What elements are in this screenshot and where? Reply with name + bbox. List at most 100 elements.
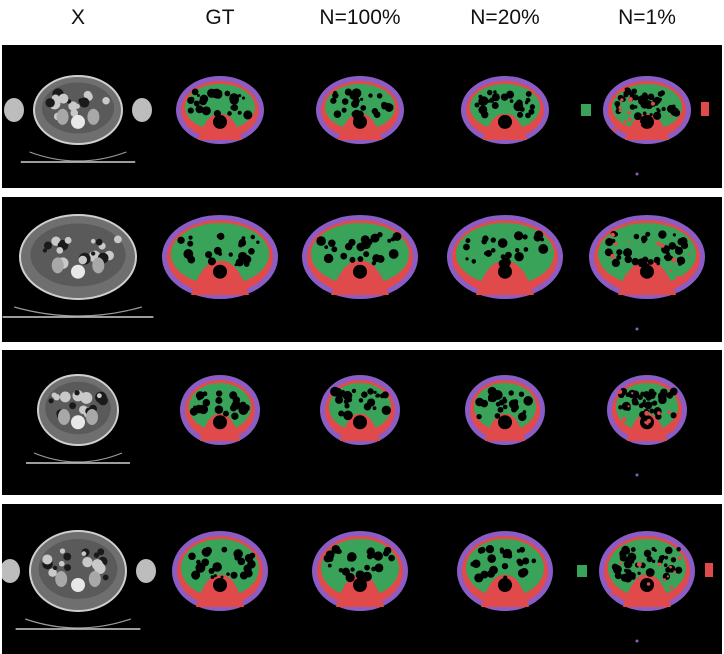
mask-visceral-fat [311, 223, 409, 285]
mask-arm-artifact [577, 565, 587, 577]
mask-bowel-void [616, 249, 623, 256]
mask-bowel-void [387, 106, 392, 111]
ct-bowel-gas [93, 552, 100, 558]
row-1-svg [4, 75, 709, 176]
row-panel-1 [2, 45, 722, 188]
mask-bowel-void [214, 405, 224, 414]
mask-noise-speck [627, 117, 632, 122]
mask-noise-speck [678, 89, 681, 92]
mask-bowel-void [191, 409, 197, 416]
mask-bowel-void [371, 107, 379, 115]
mask-bowel-void [657, 109, 661, 113]
segmentation-mask-n20 [457, 531, 553, 611]
mask-bowel-void [506, 90, 515, 99]
mask-bowel-void [216, 390, 223, 397]
ct-bowel-gas [48, 568, 57, 577]
mask-bowel-void [481, 111, 489, 119]
mask-bowel-void [646, 556, 653, 563]
mask-bowel-void [642, 414, 647, 419]
mask-bowel-void [361, 391, 368, 398]
mask-bowel-void [615, 105, 620, 109]
mask-bowel-void [663, 563, 668, 568]
mask-bowel-void [643, 549, 652, 558]
mask-bowel-void [479, 546, 486, 554]
mask-bowel-void [237, 110, 242, 115]
mask-vertebra-void [640, 578, 654, 592]
mask-bowel-void [371, 261, 376, 266]
mask-bowel-void [465, 238, 471, 244]
segmentation-mask-n1 [577, 531, 713, 643]
mask-bowel-void [519, 546, 525, 553]
ct-bowel-gas [59, 548, 66, 554]
mask-bowel-void [668, 242, 677, 250]
mask-bowel-void [470, 561, 476, 567]
mask-bowel-void [517, 111, 524, 118]
mask-noise-speck [627, 405, 630, 408]
mask-bowel-void [207, 88, 217, 98]
ct-bowel-gas [95, 238, 103, 246]
mask-bowel-void [241, 96, 246, 100]
mask-bowel-void [651, 546, 656, 552]
mask-bowel-void [323, 253, 334, 264]
mask-noise-speck [631, 392, 634, 395]
mask-bowel-void [327, 563, 332, 568]
mask-bowel-void [647, 93, 655, 101]
ct-right-arm [132, 98, 152, 122]
mask-bowel-void [220, 575, 224, 579]
mask-bowel-void [624, 255, 633, 264]
mask-arm-artifact [705, 563, 713, 577]
ct-right-kidney [92, 257, 105, 274]
mask-vertebra-void [640, 264, 654, 279]
mask-bowel-void [631, 88, 638, 95]
mask-bowel-void [653, 111, 662, 120]
mask-noise-speck [660, 243, 665, 248]
mask-bowel-void [212, 562, 222, 572]
mask-bowel-void [366, 238, 373, 245]
mask-bowel-void [256, 240, 260, 244]
ct-bowel-gas [91, 559, 103, 571]
column-header-row: X GT N=100% N=20% N=1% [0, 0, 724, 40]
mask-bowel-void [196, 93, 200, 98]
mask-bowel-void [646, 404, 651, 408]
ct-table-curve [29, 151, 127, 162]
mask-bowel-void [491, 102, 499, 109]
mask-bowel-void [349, 92, 358, 100]
mask-bowel-void [529, 104, 536, 110]
ct-vertebra [71, 114, 85, 129]
mask-noise-speck [646, 582, 651, 586]
column-label-n1: N=1% [618, 6, 676, 29]
mask-bowel-void [347, 555, 354, 562]
ct-left-kidney [51, 257, 64, 274]
mask-bowel-void [633, 233, 640, 240]
mask-bowel-void [248, 248, 255, 255]
mask-bowel-void [374, 563, 384, 573]
mask-bowel-void [525, 112, 531, 119]
ct-bowel-gas [59, 391, 71, 403]
mask-bowel-void [611, 563, 619, 571]
mask-vertebra-void [213, 415, 227, 430]
mask-vertebra-void [498, 264, 512, 279]
mask-bowel-void [192, 573, 199, 580]
mask-bowel-void [478, 96, 489, 106]
ct-bowel-gas [51, 392, 57, 398]
mask-bowel-void [505, 251, 512, 259]
mask-bowel-void [517, 412, 527, 421]
mask-bowel-void [222, 410, 229, 417]
mask-bowel-void [614, 572, 622, 580]
mask-noise-speck [621, 417, 627, 422]
mask-bowel-void [631, 257, 639, 266]
mask-bowel-void [341, 107, 347, 113]
mask-bowel-void [373, 390, 377, 394]
mask-visceral-fat [470, 84, 540, 130]
mask-bowel-void [228, 252, 233, 257]
mask-bowel-void [503, 575, 508, 580]
mask-bowel-void [497, 406, 504, 413]
mask-bowel-void [229, 391, 238, 400]
mask-bowel-void [216, 90, 223, 96]
mask-bowel-void [338, 393, 344, 398]
mask-bowel-void [523, 247, 529, 252]
mask-bowel-void [388, 554, 395, 562]
mask-bowel-void [384, 546, 392, 555]
mask-bowel-void [489, 97, 495, 103]
mask-bowel-void [195, 562, 206, 573]
